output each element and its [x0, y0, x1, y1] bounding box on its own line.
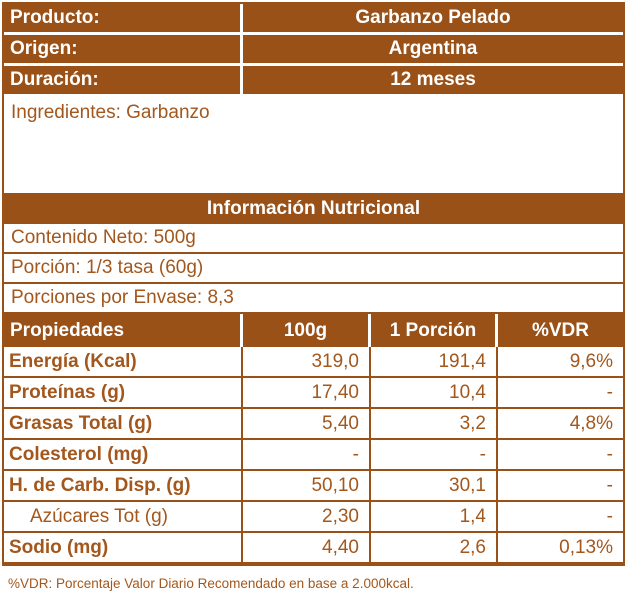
table-row-fat: Grasas Total (g) 5,40 3,2 4,8% — [4, 409, 623, 440]
value-100g: 319,0 — [243, 347, 371, 376]
header-vdr: %VDR — [531, 319, 589, 341]
header-properties: Propiedades — [4, 314, 243, 347]
product-spec-sheet: Producto: Garbanzo Pelado Origen: Argent… — [2, 2, 625, 566]
value-100g: 2,30 — [243, 502, 371, 531]
value-vdr: - — [606, 474, 613, 496]
section-title: Información Nutricional — [4, 193, 623, 224]
value-portion: - — [371, 440, 498, 469]
table-row-energy: Energía (Kcal) 319,0 191,4 9,6% — [4, 347, 623, 378]
value-portion: 2,6 — [371, 533, 498, 562]
nutrition-table-header: Propiedades 100g 1 Porción %VDR — [4, 314, 623, 347]
header-portion: 1 Porción — [371, 314, 498, 347]
table-row-protein: Proteínas (g) 17,40 10,4 - — [4, 378, 623, 409]
value-vdr: 4,8% — [569, 412, 613, 434]
product-row: Producto: Garbanzo Pelado — [4, 4, 623, 35]
value-vdr: - — [606, 443, 613, 465]
value-vdr: - — [606, 381, 613, 403]
value-100g: 50,10 — [243, 471, 371, 500]
value-vdr: 9,6% — [569, 350, 613, 372]
value-portion: 1,4 — [371, 502, 498, 531]
vdr-footnote: %VDR: Porcentaje Valor Diario Recomendad… — [8, 576, 414, 591]
portion-row: Porción: 1/3 tasa (60g) — [4, 254, 623, 284]
duration-label: Duración: — [4, 66, 243, 94]
table-row-sugars: Azúcares Tot (g) 2,30 1,4 - — [4, 502, 623, 533]
value-100g: - — [243, 440, 371, 469]
row-label: Energía (Kcal) — [4, 347, 243, 376]
row-label: Sodio (mg) — [4, 533, 243, 562]
duration-row: Duración: 12 meses — [4, 66, 623, 97]
table-row-cholesterol: Colesterol (mg) - - - — [4, 440, 623, 471]
value-100g: 5,40 — [243, 409, 371, 438]
table-row-carbs: H. de Carb. Disp. (g) 50,10 30,1 - — [4, 471, 623, 502]
origin-label: Origen: — [4, 35, 243, 63]
product-label: Producto: — [4, 4, 243, 32]
value-100g: 4,40 — [243, 533, 371, 562]
value-vdr: - — [606, 505, 613, 527]
table-row-sodium: Sodio (mg) 4,40 2,6 0,13% — [4, 533, 623, 562]
row-label: Grasas Total (g) — [4, 409, 243, 438]
ingredients-box: Ingredientes: Garbanzo — [4, 97, 623, 193]
net-content-row: Contenido Neto: 500g — [4, 224, 623, 254]
product-value: Garbanzo Pelado — [355, 7, 511, 28]
value-100g: 17,40 — [243, 378, 371, 407]
origin-row: Origen: Argentina — [4, 35, 623, 66]
value-portion: 191,4 — [371, 347, 498, 376]
row-label: Proteínas (g) — [4, 378, 243, 407]
value-portion: 10,4 — [371, 378, 498, 407]
duration-value: 12 meses — [390, 69, 476, 90]
value-vdr: 0,13% — [559, 536, 613, 558]
portions-per-pack-row: Porciones por Envase: 8,3 — [4, 284, 623, 314]
value-portion: 30,1 — [371, 471, 498, 500]
row-label: Azúcares Tot (g) — [4, 502, 243, 531]
origin-value: Argentina — [388, 38, 478, 59]
row-label: Colesterol (mg) — [4, 440, 243, 469]
value-portion: 3,2 — [371, 409, 498, 438]
header-100g: 100g — [243, 314, 371, 347]
row-label: H. de Carb. Disp. (g) — [4, 471, 243, 500]
